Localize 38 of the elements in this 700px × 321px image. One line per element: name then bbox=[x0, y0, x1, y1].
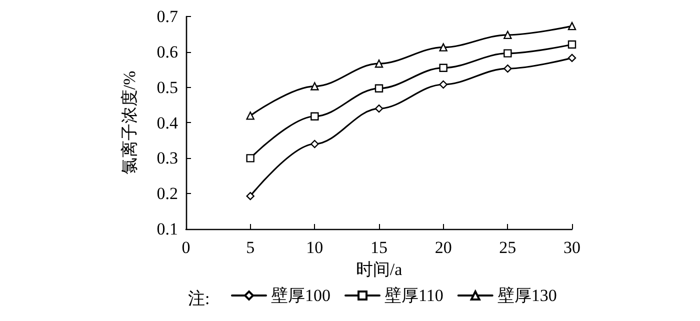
legend-label: 壁厚100 bbox=[271, 286, 330, 305]
point bbox=[374, 104, 384, 113]
x-axis-title: 时间/a bbox=[356, 260, 403, 279]
point bbox=[504, 49, 512, 58]
x-tick-label: 5 bbox=[246, 238, 255, 257]
point bbox=[568, 54, 576, 62]
point bbox=[439, 43, 448, 52]
y-tick-label: 0.7 bbox=[156, 7, 178, 26]
y-tick-label: 0.5 bbox=[156, 78, 178, 97]
y-tick-label: 0.3 bbox=[156, 148, 178, 168]
point bbox=[246, 192, 254, 200]
point bbox=[504, 64, 512, 73]
y-tick-label: 0.4 bbox=[156, 113, 178, 132]
point bbox=[246, 112, 254, 120]
legend-label: 壁厚130 bbox=[497, 286, 557, 305]
x-tick-label: 25 bbox=[499, 238, 516, 257]
y-tick-label: 0.2 bbox=[156, 184, 178, 204]
x-tick-label: 10 bbox=[306, 238, 324, 257]
point bbox=[310, 112, 319, 120]
point bbox=[439, 80, 448, 89]
x-tick-label: 20 bbox=[434, 238, 452, 257]
point bbox=[439, 64, 448, 72]
text: 注: bbox=[188, 289, 210, 308]
point bbox=[310, 82, 319, 90]
x-tick-label: 0 bbox=[182, 238, 190, 257]
point bbox=[374, 60, 384, 68]
point bbox=[310, 140, 319, 148]
point bbox=[568, 40, 576, 49]
point bbox=[374, 84, 384, 92]
x-tick-label: 30 bbox=[564, 238, 580, 257]
point bbox=[568, 22, 576, 30]
y-axis-title: 氯离子浓度/% bbox=[120, 70, 139, 175]
y-tick-label: 0.1 bbox=[156, 220, 178, 238]
y-tick-label: 0.6 bbox=[156, 42, 178, 62]
legend-label: 壁厚110 bbox=[384, 286, 444, 305]
point bbox=[246, 154, 254, 162]
point bbox=[504, 30, 512, 40]
x-tick-label: 15 bbox=[370, 238, 388, 257]
